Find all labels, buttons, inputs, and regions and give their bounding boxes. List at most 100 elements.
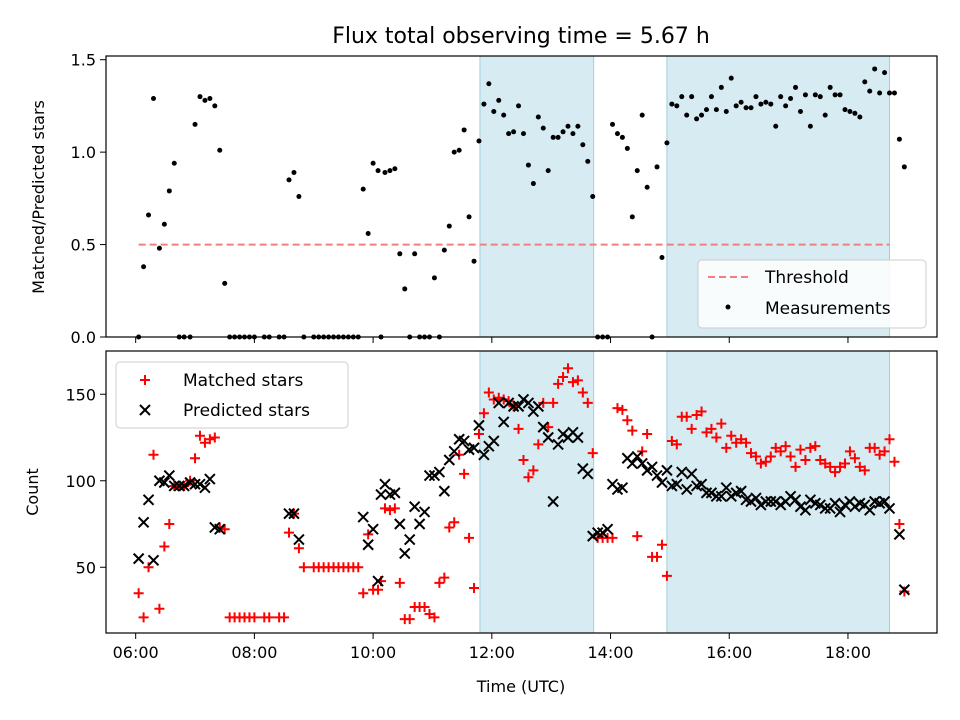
- matched-star-point: [642, 429, 653, 440]
- measurement-point: [802, 92, 808, 98]
- matched-star-point: [528, 465, 539, 476]
- predicted-star-point: [557, 428, 569, 440]
- measurement-point: [887, 90, 893, 96]
- predicted-star-point: [132, 552, 145, 565]
- measurement-point: [891, 90, 897, 96]
- x-tick-label: 08:00: [231, 643, 277, 662]
- x-tick-label: 18:00: [825, 643, 871, 662]
- x-tick-label: 10:00: [350, 643, 396, 662]
- measurement-point: [669, 101, 675, 107]
- matched-star-point: [572, 375, 583, 386]
- predicted-star-point: [433, 466, 446, 478]
- matched-star-point: [503, 396, 514, 407]
- measurement-point: [286, 177, 292, 183]
- predicted-star-point: [770, 495, 782, 508]
- predicted-star-point: [671, 478, 683, 490]
- measurement-point: [565, 123, 571, 129]
- measurement-point: [166, 188, 172, 194]
- measurement-point: [375, 168, 381, 174]
- matched-star-point: [696, 406, 707, 417]
- matched-star-point: [353, 562, 364, 573]
- measurement-point: [842, 107, 848, 113]
- predicted-star-point: [725, 490, 737, 503]
- predicted-star-point: [616, 481, 629, 494]
- matched-star-point: [459, 468, 470, 479]
- predicted-star-point: [497, 416, 510, 428]
- measurement-point: [387, 168, 393, 174]
- measurement-point: [481, 101, 487, 107]
- matched-star-point: [587, 448, 598, 459]
- predicted-star-point: [194, 478, 206, 490]
- measurement-point: [212, 103, 218, 109]
- measurement-point: [788, 96, 794, 102]
- measurement-point: [392, 166, 398, 172]
- predicted-star-point: [631, 450, 643, 463]
- predicted-star-point: [878, 495, 891, 508]
- measurement-point: [614, 131, 620, 137]
- predicted-star-point: [572, 431, 584, 444]
- measurement-point: [291, 169, 297, 175]
- predicted-star-point: [532, 400, 545, 413]
- matched-star-point: [558, 371, 569, 382]
- matched-star-point: [780, 441, 791, 452]
- x-tick-label: 12:00: [469, 643, 515, 662]
- predicted-star-point: [372, 575, 384, 587]
- predicted-star-point: [849, 500, 861, 513]
- x-tick-label: 14:00: [587, 643, 633, 662]
- measurement-point: [758, 101, 764, 107]
- predicted-star-point: [189, 478, 201, 490]
- matched-star-point: [483, 387, 494, 398]
- matched-star-point: [478, 408, 489, 419]
- matched-star-point: [249, 612, 260, 623]
- predicted-star-point: [443, 454, 455, 466]
- matched-star-point: [627, 425, 638, 436]
- measurement-point: [901, 164, 907, 170]
- measurement-point: [580, 142, 586, 148]
- top-y-tick-label: 0.5: [71, 236, 96, 255]
- predicted-star-point: [636, 457, 648, 470]
- x-axis-label: Time (UTC): [476, 677, 565, 696]
- matched-star-point: [469, 583, 480, 594]
- measurement-point: [431, 275, 437, 281]
- bottom-y-tick-label: 100: [65, 472, 96, 491]
- predicted-star-point: [537, 421, 549, 433]
- measurement-point: [674, 103, 680, 109]
- measurement-point: [778, 94, 784, 100]
- predicted-star-point: [418, 506, 431, 518]
- matched-star-point: [439, 572, 450, 583]
- measurement-point: [370, 160, 376, 166]
- matched-star-point: [656, 539, 667, 550]
- measurement-point: [207, 96, 213, 102]
- predicted-star-point: [214, 523, 226, 535]
- predicted-star-point: [676, 466, 688, 478]
- measurement-point: [713, 107, 719, 113]
- measurement-point: [852, 110, 858, 116]
- matched-star-point: [394, 577, 405, 588]
- measurement-point: [555, 134, 561, 140]
- predicted-star-point: [750, 492, 762, 504]
- measurement-point: [733, 103, 739, 109]
- measurement-point: [807, 123, 813, 129]
- shaded-interval-bottom-1: [479, 350, 595, 634]
- predicted-star-point: [423, 469, 436, 482]
- predicted-star-point: [735, 485, 747, 497]
- matched-star-point: [681, 411, 692, 422]
- measurement-point: [699, 112, 705, 118]
- matched-star-point: [204, 434, 215, 445]
- top-axes-frame: [105, 55, 938, 338]
- predicted-star-point: [204, 473, 216, 485]
- measurement-point: [882, 70, 888, 76]
- matched-star-point: [830, 467, 841, 478]
- predicted-star-point: [375, 488, 387, 501]
- predicted-star-point: [142, 494, 155, 506]
- matched-star-point: [464, 532, 475, 543]
- measurement-point: [708, 94, 714, 100]
- predicted-star-point: [542, 431, 554, 444]
- matched-star-point: [429, 612, 440, 623]
- top-y-axis-label: Matched/Predicted stars: [29, 100, 48, 294]
- measurement-point: [156, 245, 162, 251]
- predicted-star-point: [408, 500, 421, 513]
- matched-star-point: [164, 519, 175, 530]
- measurement-point: [689, 94, 695, 100]
- measurement-point: [827, 84, 833, 90]
